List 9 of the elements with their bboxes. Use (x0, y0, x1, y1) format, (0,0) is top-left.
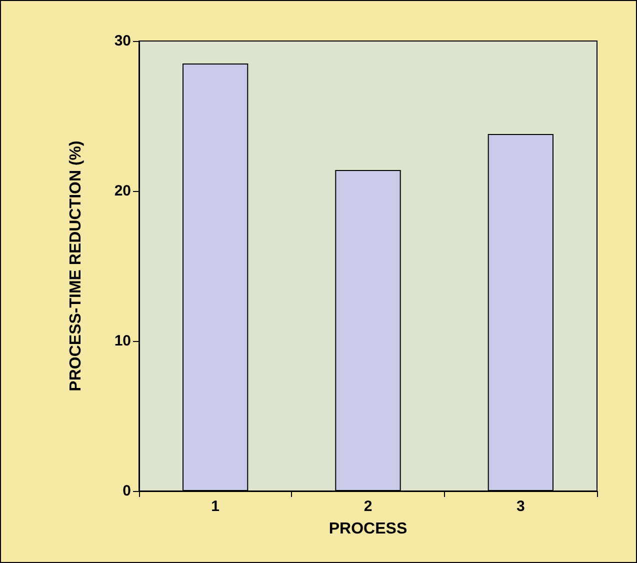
y-tick-label: 20 (114, 182, 131, 200)
x-tick-label: 2 (364, 498, 372, 515)
y-tick-label: 10 (114, 332, 131, 350)
x-tick-label: 3 (516, 498, 525, 515)
y-tick-label: 0 (122, 482, 131, 500)
y-axis-title: PROCESS-TIME REDUCTION (%) (68, 140, 84, 392)
x-axis-title: PROCESS (328, 520, 408, 538)
x-tick-label: 1 (211, 498, 220, 515)
y-tick-label: 30 (114, 32, 131, 50)
